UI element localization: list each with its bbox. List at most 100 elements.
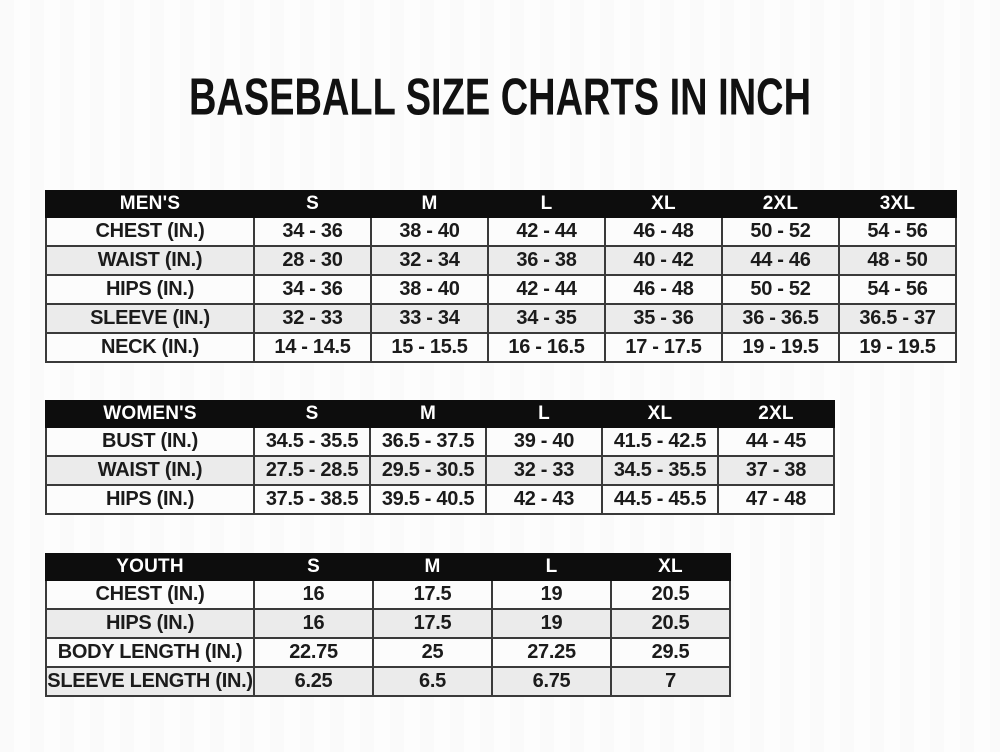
size-value-cell: 44 - 46 [721, 245, 840, 276]
size-header-cell: XL [604, 190, 723, 218]
measurement-label-cell: CHEST (IN.) [45, 216, 255, 247]
measurement-label-cell: SLEEVE LENGTH (IN.) [45, 666, 255, 697]
size-value-cell: 25 [372, 637, 493, 668]
size-value-cell: 54 - 56 [838, 274, 957, 305]
table-title-cell: WOMEN'S [45, 400, 255, 428]
size-value-cell: 6.5 [372, 666, 493, 697]
size-value-cell: 37.5 - 38.5 [253, 484, 371, 515]
size-value-cell: 44 - 45 [717, 426, 835, 457]
size-value-cell: 40 - 42 [604, 245, 723, 276]
size-value-cell: 36 - 36.5 [721, 303, 840, 334]
size-value-cell: 34 - 36 [253, 216, 372, 247]
size-value-cell: 46 - 48 [604, 216, 723, 247]
size-value-cell: 17.5 [372, 579, 493, 610]
measurement-label-cell: CHEST (IN.) [45, 579, 255, 610]
size-value-cell: 39 - 40 [485, 426, 603, 457]
size-header-cell: M [370, 190, 489, 218]
table-row: WAIST (IN.) 28 - 30 32 - 34 36 - 38 40 - 42 4… [45, 245, 957, 276]
table-row: SLEEVE LENGTH (IN.) 6.25 6.5 6.75 7 [45, 666, 731, 697]
size-value-cell: 22.75 [253, 637, 374, 668]
table-title-cell: YOUTH [45, 553, 255, 581]
size-value-cell: 42 - 44 [487, 216, 606, 247]
size-value-cell: 34.5 - 35.5 [601, 455, 719, 486]
table-row: HIPS (IN.) 37.5 - 38.5 39.5 - 40.5 42 - 43 4… [45, 484, 835, 515]
size-value-cell: 34 - 36 [253, 274, 372, 305]
size-value-cell: 16 - 16.5 [487, 332, 606, 363]
table-row: NECK (IN.) 14 - 14.5 15 - 15.5 16 - 16.5 17 … [45, 332, 957, 363]
size-value-cell: 39.5 - 40.5 [369, 484, 487, 515]
size-value-cell: 35 - 36 [604, 303, 723, 334]
size-value-cell: 37 - 38 [717, 455, 835, 486]
page-title: BASEBALL SIZE CHARTS IN INCH [188, 67, 812, 127]
size-header-cell: 2XL [717, 400, 835, 428]
size-value-cell: 34.5 - 35.5 [253, 426, 371, 457]
size-value-cell: 36 - 38 [487, 245, 606, 276]
size-value-cell: 27.5 - 28.5 [253, 455, 371, 486]
table-row: WAIST (IN.) 27.5 - 28.5 29.5 - 30.5 32 - 33… [45, 455, 835, 486]
size-header-cell: 3XL [838, 190, 957, 218]
size-value-cell: 7 [610, 666, 731, 697]
size-value-cell: 44.5 - 45.5 [601, 484, 719, 515]
size-header-cell: L [487, 190, 606, 218]
size-value-cell: 36.5 - 37.5 [369, 426, 487, 457]
table-row: HIPS (IN.) 34 - 36 38 - 40 42 - 44 46 - 48 50… [45, 274, 957, 305]
measurement-label-cell: WAIST (IN.) [45, 245, 255, 276]
size-value-cell: 47 - 48 [717, 484, 835, 515]
mens-size-table: MEN'S S M L XL 2XL 3XL CHEST (IN.) 34 - 36 38 - 4… [45, 190, 957, 363]
size-header-cell: S [253, 400, 371, 428]
size-value-cell: 50 - 52 [721, 216, 840, 247]
size-header-cell: 2XL [721, 190, 840, 218]
table-row: BUST (IN.) 34.5 - 35.5 36.5 - 37.5 39 - 40 4… [45, 426, 835, 457]
size-header-cell: L [485, 400, 603, 428]
size-value-cell: 19 [491, 579, 612, 610]
measurement-label-cell: BODY LENGTH (IN.) [45, 637, 255, 668]
table-row: HIPS (IN.) 16 17.5 19 20.5 [45, 608, 731, 639]
size-value-cell: 6.25 [253, 666, 374, 697]
measurement-label-cell: BUST (IN.) [45, 426, 255, 457]
size-value-cell: 29.5 [610, 637, 731, 668]
size-value-cell: 17.5 [372, 608, 493, 639]
size-value-cell: 14 - 14.5 [253, 332, 372, 363]
measurement-label-cell: HIPS (IN.) [45, 608, 255, 639]
youth-size-table: YOUTH S M L XL CHEST (IN.) 16 17.5 19 20.5 HIPS (I… [45, 553, 731, 697]
size-value-cell: 17 - 17.5 [604, 332, 723, 363]
size-header-cell: L [491, 553, 612, 581]
size-value-cell: 19 - 19.5 [721, 332, 840, 363]
size-value-cell: 46 - 48 [604, 274, 723, 305]
size-header-cell: XL [610, 553, 731, 581]
size-value-cell: 16 [253, 608, 374, 639]
size-value-cell: 38 - 40 [370, 216, 489, 247]
measurement-label-cell: SLEEVE (IN.) [45, 303, 255, 334]
table-header-row: WOMEN'S S M L XL 2XL [45, 400, 835, 428]
size-value-cell: 20.5 [610, 608, 731, 639]
size-value-cell: 48 - 50 [838, 245, 957, 276]
size-value-cell: 36.5 - 37 [838, 303, 957, 334]
table-row: BODY LENGTH (IN.) 22.75 25 27.25 29.5 [45, 637, 731, 668]
table-row: CHEST (IN.) 34 - 36 38 - 40 42 - 44 46 - 48 5… [45, 216, 957, 247]
table-title-cell: MEN'S [45, 190, 255, 218]
measurement-label-cell: WAIST (IN.) [45, 455, 255, 486]
size-value-cell: 27.25 [491, 637, 612, 668]
size-value-cell: 28 - 30 [253, 245, 372, 276]
size-value-cell: 19 - 19.5 [838, 332, 957, 363]
size-header-cell: M [369, 400, 487, 428]
size-value-cell: 20.5 [610, 579, 731, 610]
measurement-label-cell: HIPS (IN.) [45, 484, 255, 515]
size-value-cell: 54 - 56 [838, 216, 957, 247]
size-value-cell: 6.75 [491, 666, 612, 697]
table-row: CHEST (IN.) 16 17.5 19 20.5 [45, 579, 731, 610]
measurement-label-cell: HIPS (IN.) [45, 274, 255, 305]
size-header-cell: S [253, 190, 372, 218]
table-header-row: MEN'S S M L XL 2XL 3XL [45, 190, 957, 218]
size-value-cell: 32 - 33 [253, 303, 372, 334]
size-value-cell: 42 - 43 [485, 484, 603, 515]
size-header-cell: M [372, 553, 493, 581]
womens-size-table: WOMEN'S S M L XL 2XL BUST (IN.) 34.5 - 35.5 36.5… [45, 400, 835, 515]
size-value-cell: 16 [253, 579, 374, 610]
table-row: SLEEVE (IN.) 32 - 33 33 - 34 34 - 35 35 - 36… [45, 303, 957, 334]
size-value-cell: 15 - 15.5 [370, 332, 489, 363]
size-value-cell: 41.5 - 42.5 [601, 426, 719, 457]
size-header-cell: S [253, 553, 374, 581]
size-value-cell: 32 - 33 [485, 455, 603, 486]
